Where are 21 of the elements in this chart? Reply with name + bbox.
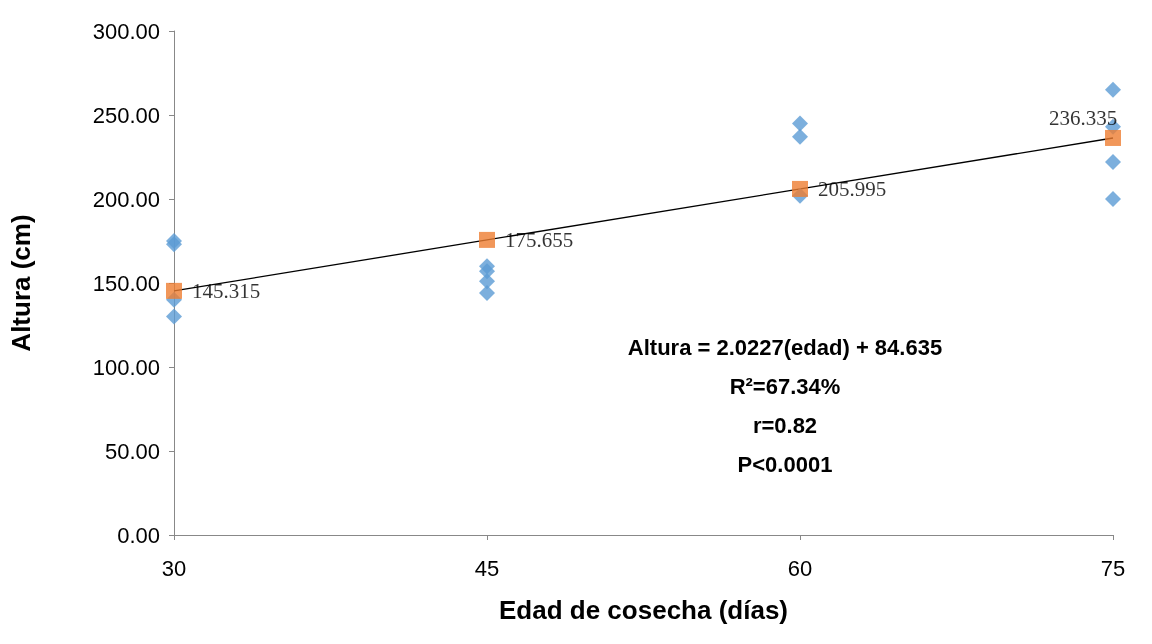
annotation: R²=67.34% [729, 373, 841, 399]
data-label: 145.315 [192, 278, 261, 303]
y-axis-title: Altura (cm) [6, 214, 36, 352]
annotation: P<0.0001 [737, 451, 833, 477]
y-tick-label: 150.00 [92, 270, 160, 296]
y-tick-label: 300.00 [92, 18, 160, 44]
data-label: 236.335 [1048, 105, 1118, 130]
x-tick-label: 75 [1100, 555, 1126, 581]
y-tick-label: 250.00 [92, 102, 160, 128]
data-label: 205.995 [818, 176, 887, 201]
y-tick-label: 200.00 [92, 186, 160, 212]
y-tick-label: 100.00 [92, 354, 160, 380]
annotation: r=0.82 [752, 412, 818, 438]
x-tick-label: 60 [787, 555, 813, 581]
data-label: 175.655 [505, 227, 574, 252]
y-tick-label: 0.00 [117, 522, 160, 548]
x-axis-title: Edad de cosecha (días) [499, 595, 788, 625]
annotation: Altura = 2.0227(edad) + 84.635 [627, 334, 943, 360]
x-tick-label: 30 [161, 555, 187, 581]
x-tick-label: 45 [474, 555, 500, 581]
y-tick-label: 50.00 [104, 438, 160, 464]
